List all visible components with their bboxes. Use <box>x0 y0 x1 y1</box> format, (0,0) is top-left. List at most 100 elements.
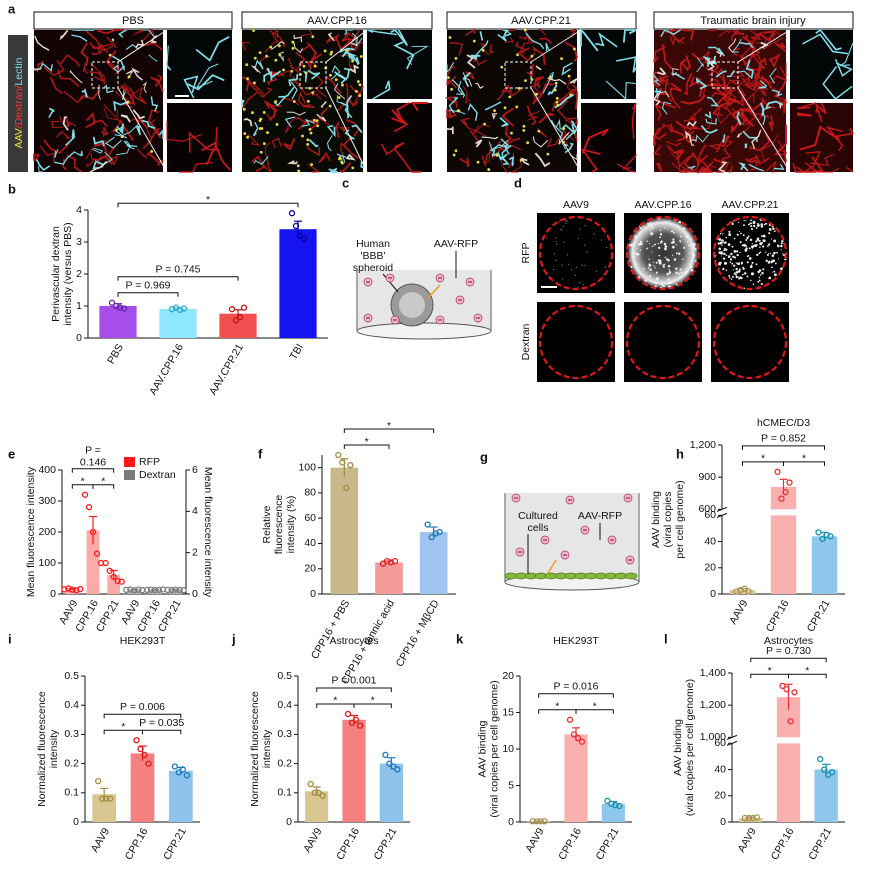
data-point <box>89 528 97 536</box>
vessel <box>129 117 152 139</box>
vessel <box>271 28 279 42</box>
data-point <box>232 317 240 324</box>
y-tick-label: 0.3 <box>64 728 79 740</box>
panel-letter: h <box>676 446 684 461</box>
signal-speck <box>568 263 570 265</box>
x-tick-label: CPP.21 <box>161 826 189 862</box>
aav-dot <box>306 143 310 146</box>
signal-speck <box>586 251 588 253</box>
y-axis-label: Relative <box>261 505 273 543</box>
spheroid-outline <box>538 304 614 380</box>
data-point <box>745 814 752 822</box>
vessel <box>150 96 159 112</box>
vessel <box>293 41 303 54</box>
vessel <box>631 102 637 140</box>
signal-speck <box>566 220 568 222</box>
aav-dot <box>108 53 112 57</box>
column-label: AAV9 <box>563 199 589 211</box>
signal-speck <box>759 274 762 276</box>
signal-speck <box>723 252 726 256</box>
vessel <box>475 139 483 148</box>
aav-dot <box>448 36 452 39</box>
signal-speck <box>668 269 671 271</box>
vessel <box>469 129 480 143</box>
significance-bracket <box>575 709 614 714</box>
signal-speck <box>760 283 763 286</box>
aav-dot <box>243 132 247 135</box>
signal-speck <box>754 244 758 248</box>
y-tick-label: 0.1 <box>64 787 79 799</box>
signal-speck <box>663 227 666 229</box>
vessel <box>33 153 41 162</box>
signal-speck <box>653 261 655 263</box>
signal-speck <box>562 226 564 228</box>
signal-speck <box>681 258 684 261</box>
vessel <box>803 150 821 173</box>
signal-speck <box>730 278 733 280</box>
vessel <box>653 45 666 63</box>
signal-speck <box>654 285 657 288</box>
signal-speck <box>667 278 670 281</box>
signal-speck <box>675 243 677 246</box>
signal-speck <box>642 225 645 228</box>
signal-speck <box>780 249 782 251</box>
aav-dot <box>266 131 269 134</box>
data-point <box>176 586 183 594</box>
signal-speck <box>552 268 555 271</box>
spheroid-image <box>537 302 615 382</box>
signal-speck <box>679 235 682 238</box>
vessel <box>131 67 143 81</box>
vessel <box>252 121 259 137</box>
vessel <box>804 162 839 173</box>
vessel <box>727 38 737 52</box>
y-tick-label: 0 <box>710 588 716 600</box>
signal-speck <box>635 263 638 266</box>
vessel <box>158 127 164 140</box>
signal-speck <box>769 229 772 231</box>
dish <box>356 322 492 340</box>
vessel <box>350 36 357 46</box>
y-tick-label: 2 <box>76 268 82 280</box>
signal-speck <box>747 255 750 257</box>
signal-speck <box>717 242 720 245</box>
vessel <box>480 42 490 56</box>
vessel <box>535 80 541 90</box>
data-point <box>819 535 826 543</box>
signal-speck <box>731 222 734 226</box>
signal-speck <box>691 245 695 248</box>
data-point <box>612 802 619 809</box>
y-tick-label: 40 <box>704 535 716 547</box>
signal-speck <box>634 252 637 255</box>
vessel <box>660 29 681 38</box>
signal-speck <box>773 251 776 255</box>
signal-speck <box>723 247 726 250</box>
vessel <box>142 29 156 39</box>
signal-speck <box>746 236 749 240</box>
vessel <box>390 28 409 47</box>
y-axis-label: intensity <box>261 729 273 768</box>
data-point <box>107 795 114 802</box>
bar <box>127 589 141 594</box>
vessel <box>751 32 763 43</box>
data-point <box>73 587 80 594</box>
significance-bracket <box>538 693 614 698</box>
signal-speck <box>662 285 666 288</box>
spheroid-label: 'BBB' <box>360 250 385 262</box>
signal-speck <box>768 252 770 255</box>
vessel <box>38 165 43 173</box>
signal-speck <box>555 240 557 243</box>
signal-speck <box>723 249 726 252</box>
signal-speck <box>666 228 668 230</box>
signal-speck <box>665 220 667 223</box>
inset <box>367 30 432 99</box>
signal-speck <box>666 272 668 275</box>
signal-speck <box>673 231 675 234</box>
y-tick-label: 3 <box>76 236 82 248</box>
data-point <box>753 814 760 821</box>
vessel <box>473 40 489 58</box>
vessel <box>278 69 300 85</box>
aav-dot <box>345 48 349 52</box>
aav-dot <box>329 52 333 56</box>
vessel <box>707 60 715 71</box>
aav-dot <box>358 83 362 87</box>
